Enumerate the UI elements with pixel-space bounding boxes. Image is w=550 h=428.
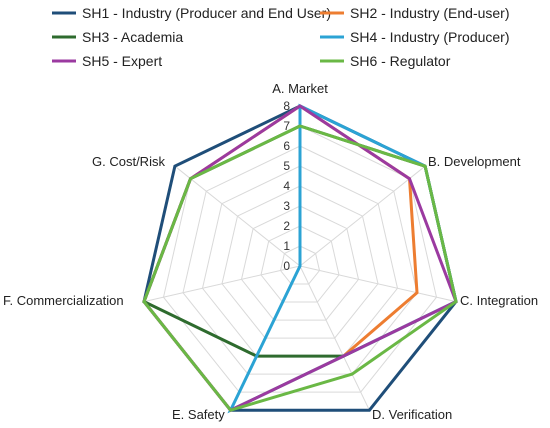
axis-label: D. Verification [372,407,452,422]
grid-spoke [174,165,301,267]
grid-ring [182,145,418,375]
legend-item: SH2 - Industry (End-user) [320,5,510,21]
chart-legend: SH1 - Industry (Producer and End User) SH… [52,5,510,69]
legend-label: SH1 - Industry (Producer and End User) [82,5,331,21]
radial-tick-label: 2 [283,219,290,233]
radial-tick-labels: 0 1 2 3 4 5 6 7 8 [283,99,290,273]
legend-item: SH5 - Expert [52,53,162,69]
radial-tick-label: 3 [283,199,290,213]
axis-label: F. Commercialization [3,293,124,308]
grid-ring [260,225,340,303]
legend-item: SH4 - Industry (Producer) [320,29,510,45]
radial-tick-label: 1 [283,239,290,253]
axis-label: A. Market [272,81,328,96]
legend-item: SH3 - Academia [52,29,183,45]
radial-tick-label: 6 [283,139,290,153]
axis-label: G. Cost/Risk [92,154,165,169]
grid-ring [221,185,379,339]
grid-spoke [299,265,370,411]
axis-label: B. Development [428,154,521,169]
legend-item: SH1 - Industry (Producer and End User) [52,5,331,21]
grid-spoke [143,265,301,303]
radial-tick-label: 7 [283,119,290,133]
grid-ring [162,125,438,393]
grid-ring [240,205,360,321]
axis-labels: A. Market B. Development C. Integration D. … [3,81,538,422]
radial-tick-label: 5 [283,159,290,173]
legend-label: SH5 - Expert [82,53,162,69]
radial-tick-label: 8 [283,99,290,113]
axis-label: E. Safety [172,407,225,422]
grid-ring [279,245,321,285]
radial-tick-label: 4 [283,179,290,193]
legend-label: SH3 - Academia [82,29,183,45]
grid-spoke [299,265,457,303]
legend-label: SH4 - Industry (Producer) [350,29,510,45]
legend-label: SH6 - Regulator [350,53,451,69]
radar-series-group [142,103,458,414]
grid-spoke [299,165,426,267]
legend-item: SH6 - Regulator [320,53,451,69]
series-line [142,124,458,412]
radial-tick-label: 0 [283,259,290,273]
axis-label: C. Integration [460,293,538,308]
legend-label: SH2 - Industry (End-user) [350,5,510,21]
